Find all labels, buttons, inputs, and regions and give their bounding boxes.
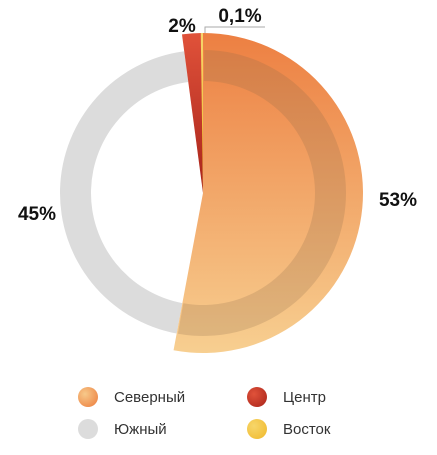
donut-chart: 53% 45% 2% 0,1% <box>18 6 417 353</box>
data-label-east: 0,1% <box>218 6 261 27</box>
legend-label-east: Восток <box>283 420 331 438</box>
leader-line-east <box>204 26 265 33</box>
legend-swatch-north <box>78 387 98 407</box>
legend-item-north: Северный <box>78 384 185 410</box>
legend-item-south: Южный <box>78 416 167 442</box>
data-label-center: 2% <box>168 16 196 37</box>
legend-item-east: Восток <box>247 416 330 442</box>
data-label-south: 45% <box>18 204 56 225</box>
pie-slice-north-ring <box>177 50 346 336</box>
chart-legend: Северный Центр Южный Восток <box>0 378 437 448</box>
pie-slice-east <box>200 33 203 193</box>
legend-label-south: Южный <box>114 420 167 438</box>
data-label-north: 53% <box>379 190 417 211</box>
legend-swatch-south <box>78 419 98 439</box>
legend-label-center: Центр <box>283 388 326 406</box>
pie-slice-south <box>60 51 189 334</box>
legend-swatch-east <box>247 419 267 439</box>
pie-slice-center <box>181 33 203 194</box>
pie-slice-north <box>173 33 363 353</box>
legend-swatch-center <box>247 387 267 407</box>
legend-label-north: Северный <box>114 388 186 406</box>
legend-item-center: Центр <box>247 384 326 410</box>
